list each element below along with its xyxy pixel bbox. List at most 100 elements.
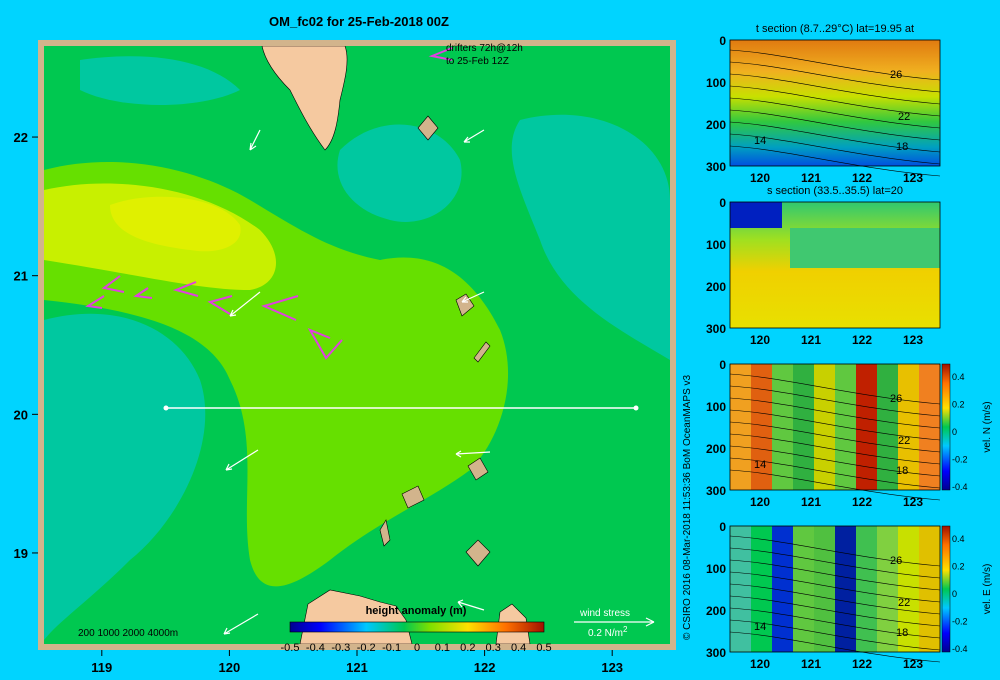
x-tick-label: 120	[219, 660, 241, 675]
contour-line	[729, 121, 941, 153]
panel-colorbar	[941, 525, 951, 653]
contour-label: 18	[896, 141, 908, 153]
contour-line	[729, 49, 941, 81]
x-tick-label: 123	[601, 660, 623, 675]
section-stripe	[814, 364, 836, 490]
panel-colorbar-tick: 0	[952, 589, 957, 599]
contour-line	[729, 373, 941, 405]
panel-x-tick-label: 120	[750, 171, 770, 185]
contour-line	[729, 409, 941, 441]
y-tick-label: 22	[14, 130, 28, 145]
panel-y-tick-label: 200	[706, 442, 726, 456]
panel-y-tick-label: 100	[706, 76, 726, 90]
colorbar-tick-label: 0	[414, 642, 420, 654]
contour-line	[729, 595, 941, 627]
contour-line	[729, 73, 941, 105]
contour-label: 26	[890, 393, 902, 405]
drifters-label-1: drifters 72h@12h	[446, 43, 523, 54]
panel-x-tick-label: 123	[903, 333, 923, 347]
contour-label: 18	[896, 627, 908, 639]
panel-colorbar-tick: 0	[952, 427, 957, 437]
section-low-patch	[730, 202, 782, 228]
contour-line	[729, 421, 941, 453]
section-stripe	[793, 526, 815, 652]
map-title: OM_fc02 for 25-Feb-2018 00Z	[269, 14, 449, 29]
contour-line	[729, 583, 941, 615]
section-stripe	[793, 364, 815, 490]
panel-title: t section (8.7..29°C) lat=19.95 at	[756, 23, 914, 35]
contour-line	[729, 61, 941, 93]
panel-x-tick-label: 120	[750, 495, 770, 509]
contour-label: 14	[754, 459, 766, 471]
panel-x-tick-label: 122	[852, 333, 872, 347]
section-panel: s section (33.5..35.5) lat=20 120 121 122 12…	[706, 185, 941, 347]
colorbar-tick-label: 0.1	[435, 642, 450, 654]
panel-y-tick-label: 0	[719, 358, 726, 372]
contour-line	[729, 619, 941, 651]
section-stripe	[751, 364, 773, 490]
section-stripe	[772, 364, 794, 490]
panel-y-tick-label: 300	[706, 322, 726, 336]
panel-x-tick-label: 122	[852, 171, 872, 185]
wind-scale-value: 0.2 N/m2	[588, 625, 628, 639]
panel-border	[729, 525, 941, 653]
panel-y-tick-label: 300	[706, 160, 726, 174]
transect-line	[163, 405, 639, 411]
panel-y-tick-label: 200	[706, 118, 726, 132]
panel-x-tick-label: 123	[903, 495, 923, 509]
colorbar-tick-label: -0.3	[331, 642, 350, 654]
colorbar	[289, 621, 545, 633]
drifter-tracks	[85, 47, 453, 360]
colorbar-tick-label: -0.1	[382, 642, 401, 654]
panel-colorbar-tick: -0.4	[952, 482, 968, 492]
y-tick-label: 20	[14, 407, 28, 422]
panel-x-tick-label: 121	[801, 171, 821, 185]
panel-colorbar-tick: -0.2	[952, 455, 968, 465]
panel-colorbar-tick: 0.2	[952, 562, 965, 572]
contour-line	[729, 547, 941, 579]
contour-line	[729, 571, 941, 603]
section-stripe	[856, 364, 878, 490]
panel-y-tick-label: 100	[706, 562, 726, 576]
map-x-ticks: 119 120 121 122 123	[91, 650, 623, 675]
section-stripe	[856, 526, 878, 652]
contour-line	[729, 385, 941, 417]
contour-line	[729, 85, 941, 117]
contour-line	[729, 457, 941, 489]
colorbar-ticks: -0.5 -0.4 -0.3 -0.2 -0.1 0 0.1 0.2 0.3 0.4 0.5	[281, 642, 552, 654]
panel-colorbar	[941, 363, 951, 491]
panel-y-tick-label: 200	[706, 280, 726, 294]
contour-line	[729, 559, 941, 591]
colorbar-tick-label: 0.2	[460, 642, 475, 654]
map-y-ticks: 22 21 20 19	[14, 130, 38, 561]
contour-label: 22	[898, 597, 910, 609]
panel-x-tick-label: 121	[801, 333, 821, 347]
panel-x-tick-label: 122	[852, 495, 872, 509]
section-mid-patch	[790, 228, 940, 268]
panel-colorbar-label: vel. N (m/s)	[982, 401, 993, 452]
section-stripe	[772, 526, 794, 652]
colorbar-tick-label: -0.4	[306, 642, 325, 654]
wind-stress-arrows	[223, 129, 491, 635]
contour-line	[729, 109, 941, 141]
drifters-label-2: to 25-Feb 12Z	[446, 56, 509, 67]
contour-label: 22	[898, 435, 910, 447]
panel-y-tick-label: 200	[706, 604, 726, 618]
contour-line	[729, 433, 941, 465]
panel-y-tick-label: 0	[719, 520, 726, 534]
contour-label: 26	[890, 69, 902, 81]
contour-label: 14	[754, 135, 766, 147]
panel-y-tick-label: 100	[706, 238, 726, 252]
colorbar-tick-label: 0.4	[511, 642, 526, 654]
section-panel: t section (8.7..29°C) lat=19.95 at 26 22 18…	[706, 23, 941, 185]
section-stripe	[898, 526, 920, 652]
colorbar-tick-label: 0.3	[486, 642, 501, 654]
panel-colorbar-tick: -0.4	[952, 644, 968, 654]
contour-label: 14	[754, 621, 766, 633]
section-field	[730, 40, 940, 166]
panel-colorbar-tick: -0.2	[952, 617, 968, 627]
contour-label: 26	[890, 555, 902, 567]
contour-line	[729, 445, 941, 477]
y-tick-label: 21	[14, 269, 28, 284]
